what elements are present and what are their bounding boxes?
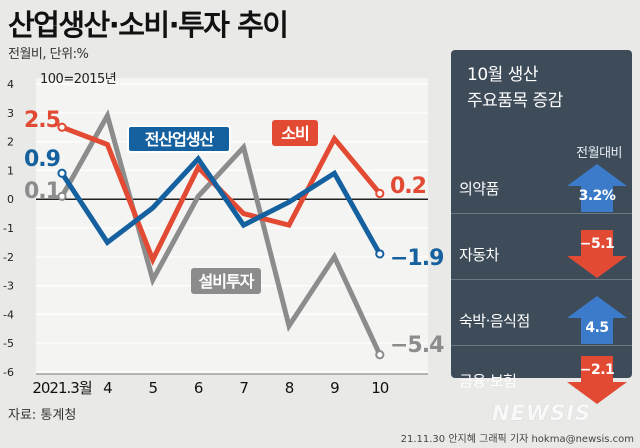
panel-title-line-1: 10월 생산 [467,65,538,85]
panel-row-divider [451,345,632,346]
x-tick-labels: 2021.3월 4 5 6 7 8 9 10 [32,379,389,397]
panel-title: 10월 생산 주요품목 증감 [467,62,563,114]
panel-row-value: −5.1 [579,236,615,252]
consumption-end-label: 0.2 [390,174,426,199]
panel-row: 숙박·음식점 4.5 [451,294,632,346]
panel-row-label: 숙박·음식점 [459,312,530,330]
y-tick-labels: 4 3 2 1 0 -1 -2 -3 -4 -5 -6 [3,78,14,379]
product-change-panel: 10월 생산 주요품목 증감 전월대비 의약품 3.2% 자동차 −5.1 숙박·음식점… [451,50,632,404]
legend-box-label: 소비 [281,124,308,143]
panel-row-divider [451,213,632,214]
panel-row-value: 4.5 [585,320,609,336]
investment-start-label: 0.1 [24,179,60,204]
y-tick-label: -4 [3,308,14,321]
investment-legend-box: 설비투자 [191,268,261,294]
newsis-watermark: NEWSIS [492,401,592,425]
series-lines [57,109,385,360]
unit-note: 전월비, 단위:% [8,47,89,62]
x-tick-label: 2021.3월 [32,379,91,397]
series-endpoint-marker [375,249,385,259]
up-arrow-icon: 4.5 [565,294,629,346]
down-arrow-icon: −2.1 [565,354,629,406]
x-tick-label: 6 [194,379,203,397]
y-tick-label: 3 [7,107,14,120]
chart-title: 산업생산·소비·투자 추이 [8,8,289,42]
series-endpoint-marker [57,191,67,201]
series-endpoint-marker [57,122,67,132]
production-legend-box: 전산업생산 [127,125,231,153]
panel-row: 금융·보험 −2.1 [451,354,632,406]
consumption-legend-box: 소비 [272,120,318,146]
base-year-note: 100=2015년 [40,72,117,87]
production-start-label: 0.9 [24,147,60,172]
x-tick-label: 10 [371,379,389,397]
legend-box-bg [127,125,231,153]
legend-box-bg [272,120,318,146]
y-tick-label: 2 [7,136,14,149]
panel-row-label: 금융·보험 [459,372,517,390]
x-tick-label: 8 [285,379,294,397]
y-tick-label: -6 [3,366,14,379]
x-tick-label: 4 [103,379,112,397]
panel-column-label: 전월대비 [576,146,622,161]
x-tick-label: 5 [149,379,158,397]
panel-row-divider [451,279,632,280]
panel-row-label: 의약품 [459,180,499,198]
y-tick-label: -1 [3,222,14,235]
series-endpoint-marker [57,168,67,178]
y-tick-label: -5 [3,337,14,350]
panel-row-value: −2.1 [579,362,615,378]
y-tick-label: 1 [7,164,14,177]
panel-row: 자동차 −5.1 [451,228,632,280]
panel-title-line-2: 주요품목 증감 [467,91,563,111]
down-arrow-icon: −5.1 [565,228,629,280]
y-tick-label: -3 [3,280,14,293]
legend-box-label: 전산업생산 [145,130,215,149]
credit-line: 21.11.30 안지혜 그래픽 기자 hokma@newsis.com [400,434,634,445]
y-tick-label: 0 [7,193,14,206]
investment-end-label: −5.4 [390,333,444,358]
x-tick-label: 7 [239,379,248,397]
source-note: 자료: 통계청 [8,408,77,423]
panel-row-label: 자동차 [459,246,499,264]
consumption-start-label: 2.5 [24,108,60,133]
series-line-investment [59,109,383,356]
y-tick-label: 4 [7,78,14,91]
up-arrow-icon: 3.2% [565,162,629,214]
panel-row: 의약품 3.2% [451,162,632,214]
series-endpoint-marker [375,188,385,199]
legend-box-label: 설비투자 [199,272,255,291]
x-tick-label: 9 [330,379,339,397]
y-tick-label: -2 [3,251,14,264]
series-line-production [59,154,382,256]
series-endpoint-marker [375,350,385,360]
legend-box-bg [191,268,261,294]
panel-row-value: 3.2% [578,188,616,204]
production-end-label: −1.9 [390,246,443,271]
